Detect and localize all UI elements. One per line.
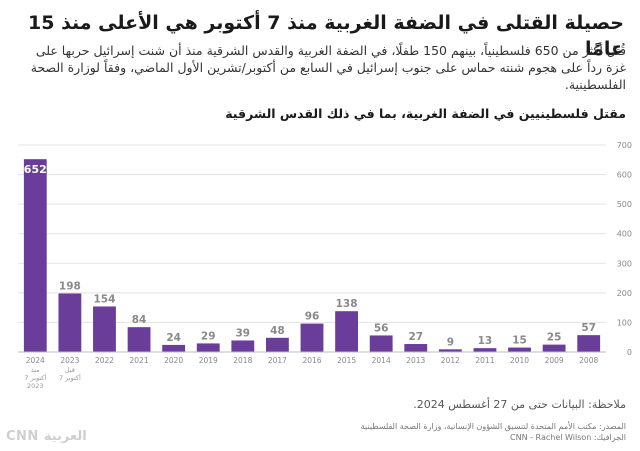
x-tick-label: 2023: [60, 356, 79, 365]
x-tick-label: 2011: [475, 356, 494, 365]
bar: [93, 306, 116, 352]
bar: [542, 344, 566, 352]
chart-title-main: حصيلة القتلى في الضفة الغربية منذ 7 أكتو…: [28, 12, 624, 60]
x-tick-sublabel: قبل: [65, 366, 75, 374]
y-tick-label: 0: [627, 348, 632, 357]
data-label: 9: [447, 336, 454, 348]
x-tick-label: 2017: [268, 356, 287, 365]
x-tick-sublabel: 7 أكتوبر: [24, 373, 46, 382]
bar: [231, 340, 255, 352]
x-tick-label: 2020: [164, 356, 183, 365]
data-label: 13: [478, 335, 493, 347]
x-tick-label: 2008: [579, 356, 598, 365]
x-tick-label: 2022: [95, 356, 114, 365]
data-label: 84: [132, 314, 147, 326]
x-tick-label: 2009: [545, 356, 564, 365]
x-tick-sublabel: 7 أكتوبر: [59, 373, 81, 382]
x-tick-sublabel: منذ: [31, 366, 40, 374]
x-tick-label: 2021: [130, 356, 149, 365]
bar: [404, 344, 428, 352]
data-label: 25: [547, 332, 562, 344]
x-tick-sublabel: 2023: [27, 382, 44, 390]
bar: [473, 348, 497, 352]
bar: [162, 344, 186, 352]
y-tick-label: 600: [617, 171, 632, 180]
source-credit: المصدر: مكتب الأمم المتحدة لتنسيق الشؤون…: [16, 421, 626, 443]
footnote: ملاحظة: البيانات حتى من 27 أغسطس 2024.: [413, 398, 626, 411]
bar: [369, 335, 393, 352]
data-label: 24: [166, 332, 181, 344]
data-label: 154: [94, 293, 116, 305]
bar: [265, 337, 289, 352]
data-label: 29: [201, 330, 216, 342]
bar: [196, 343, 220, 352]
data-label: 198: [59, 280, 81, 292]
data-label: 56: [374, 322, 389, 334]
data-label: 138: [336, 298, 358, 310]
bar: [335, 311, 359, 352]
x-tick-label: 2015: [337, 356, 356, 365]
x-tick-label: 2019: [199, 356, 218, 365]
y-tick-label: 200: [617, 289, 632, 298]
source-line: المصدر: مكتب الأمم المتحدة لتنسيق الشؤون…: [360, 422, 626, 431]
data-label: 652: [24, 163, 47, 176]
data-label: 27: [408, 331, 423, 343]
x-tick-label: 2016: [302, 356, 321, 365]
x-tick-label: 2013: [406, 356, 425, 365]
bar: [438, 349, 462, 352]
data-label: 48: [270, 325, 285, 337]
data-label: 15: [512, 335, 527, 347]
cnn-arabic-logo: CNN العربية: [6, 429, 87, 444]
x-tick-label: 2018: [233, 356, 252, 365]
bar: [300, 323, 324, 352]
bar: [23, 159, 47, 352]
data-label: 96: [305, 311, 320, 323]
bar: [577, 335, 601, 352]
x-tick-label: 2014: [372, 356, 391, 365]
bar: [58, 293, 82, 352]
chart-heading: مقتل فلسطينيين في الضفة الغربية، بما في …: [225, 106, 626, 121]
data-label: 39: [236, 327, 251, 339]
y-tick-label: 400: [617, 230, 632, 239]
graphic-credit: الجرافيك: CNN - Rachel Wilson: [510, 433, 626, 442]
x-tick-label: 2024: [26, 356, 45, 365]
x-tick-label: 2012: [441, 356, 460, 365]
y-tick-label: 100: [617, 318, 632, 327]
x-tick-label: 2010: [510, 356, 529, 365]
bar: [127, 327, 151, 352]
y-tick-label: 500: [617, 200, 632, 209]
y-tick-label: 700: [617, 141, 632, 150]
bar: [508, 347, 531, 352]
chart-subtitle: قُتل أكثر من 650 فلسطينياً، بينهم 150 طف…: [30, 43, 626, 92]
data-label: 57: [581, 322, 596, 334]
y-tick-label: 300: [617, 259, 632, 268]
